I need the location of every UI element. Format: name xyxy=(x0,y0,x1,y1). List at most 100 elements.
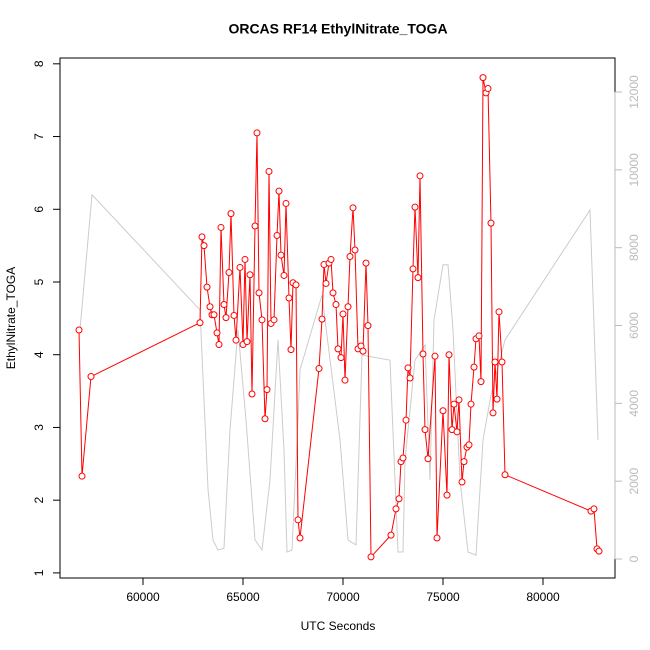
y-tick-label: 8 xyxy=(32,60,46,67)
data-point xyxy=(409,265,417,273)
data-point xyxy=(87,373,95,381)
data-point xyxy=(419,350,427,358)
data-point xyxy=(414,274,422,282)
data-point xyxy=(439,407,447,415)
x-axis-label: UTC Seconds xyxy=(301,619,376,633)
data-point xyxy=(203,283,211,291)
y2-tick-label: 8000 xyxy=(627,234,641,261)
data-point xyxy=(294,516,302,524)
data-point xyxy=(253,129,261,137)
data-point xyxy=(465,441,473,449)
data-point xyxy=(339,310,347,318)
data-point xyxy=(327,255,335,263)
data-point xyxy=(359,347,367,355)
y-tick-label: 5 xyxy=(32,278,46,285)
data-point xyxy=(282,199,290,207)
data-point xyxy=(265,167,273,175)
data-point xyxy=(424,455,432,463)
data-point xyxy=(455,396,463,404)
data-point xyxy=(215,341,223,349)
data-point xyxy=(458,478,466,486)
data-point xyxy=(227,210,235,218)
data-point xyxy=(318,315,326,323)
data-point xyxy=(406,374,414,382)
x-tick-label: 60000 xyxy=(126,590,160,604)
data-point xyxy=(275,187,283,195)
data-point xyxy=(344,303,352,311)
data-point xyxy=(220,301,228,309)
data-point xyxy=(445,351,453,359)
data-point xyxy=(498,358,506,366)
y2-tick-label: 6000 xyxy=(627,312,641,339)
data-point xyxy=(460,458,468,466)
data-line xyxy=(78,77,600,559)
data-point xyxy=(230,311,238,319)
data-point xyxy=(470,363,478,371)
y2-tick-label: 4000 xyxy=(627,390,641,417)
data-point xyxy=(232,336,240,344)
data-point xyxy=(337,354,345,362)
data-point xyxy=(277,251,285,259)
data-point xyxy=(198,233,206,241)
data-point xyxy=(489,409,497,417)
data-point xyxy=(280,271,288,279)
data-point xyxy=(341,376,349,384)
data-point xyxy=(479,74,487,82)
data-point xyxy=(395,495,403,503)
data-point xyxy=(404,364,412,372)
data-point xyxy=(225,269,233,277)
data-point xyxy=(206,303,214,311)
data-point xyxy=(491,358,499,366)
data-point xyxy=(450,400,458,408)
data-point xyxy=(248,390,256,398)
x-tick-label: 70000 xyxy=(326,590,360,604)
data-point xyxy=(236,263,244,271)
data-point xyxy=(362,259,370,267)
data-point xyxy=(399,454,407,462)
data-point xyxy=(78,472,86,480)
data-point xyxy=(364,322,372,330)
data-point xyxy=(258,316,266,324)
data-point xyxy=(421,426,429,434)
plot-frame xyxy=(59,57,616,579)
data-point xyxy=(296,534,304,542)
data-point xyxy=(475,332,483,340)
data-point xyxy=(367,553,375,561)
data-point xyxy=(495,308,503,316)
data-point xyxy=(416,172,424,180)
data-point xyxy=(467,400,475,408)
data-point xyxy=(431,352,439,360)
data-point xyxy=(402,416,410,424)
data-point xyxy=(387,531,395,539)
data-point xyxy=(322,279,330,287)
y-tick-label: 6 xyxy=(32,206,46,213)
data-point xyxy=(501,471,509,479)
data-point xyxy=(213,329,221,337)
data-point xyxy=(246,271,254,279)
y-tick-label: 4 xyxy=(32,351,46,358)
data-point xyxy=(411,203,419,211)
x-tick-label: 65000 xyxy=(226,590,260,604)
y-tick-label: 3 xyxy=(32,424,46,431)
data-point xyxy=(595,547,603,555)
x-tick-label: 80000 xyxy=(526,590,560,604)
data-point xyxy=(261,415,269,423)
data-point xyxy=(270,316,278,324)
data-point xyxy=(346,253,354,261)
data-point xyxy=(285,294,293,302)
data-point xyxy=(287,346,295,354)
data-line xyxy=(79,193,599,556)
x-tick-label: 75000 xyxy=(426,590,460,604)
data-point xyxy=(210,311,218,319)
y2-tick-label: 2000 xyxy=(627,468,641,495)
data-point xyxy=(315,365,323,373)
data-point xyxy=(251,222,259,230)
data-point xyxy=(222,314,230,322)
data-point xyxy=(273,231,281,239)
y-tick-label: 2 xyxy=(32,497,46,504)
y2-tick-label: 0 xyxy=(627,555,641,562)
data-point xyxy=(292,281,300,289)
data-point xyxy=(453,428,461,436)
data-point xyxy=(217,223,225,231)
